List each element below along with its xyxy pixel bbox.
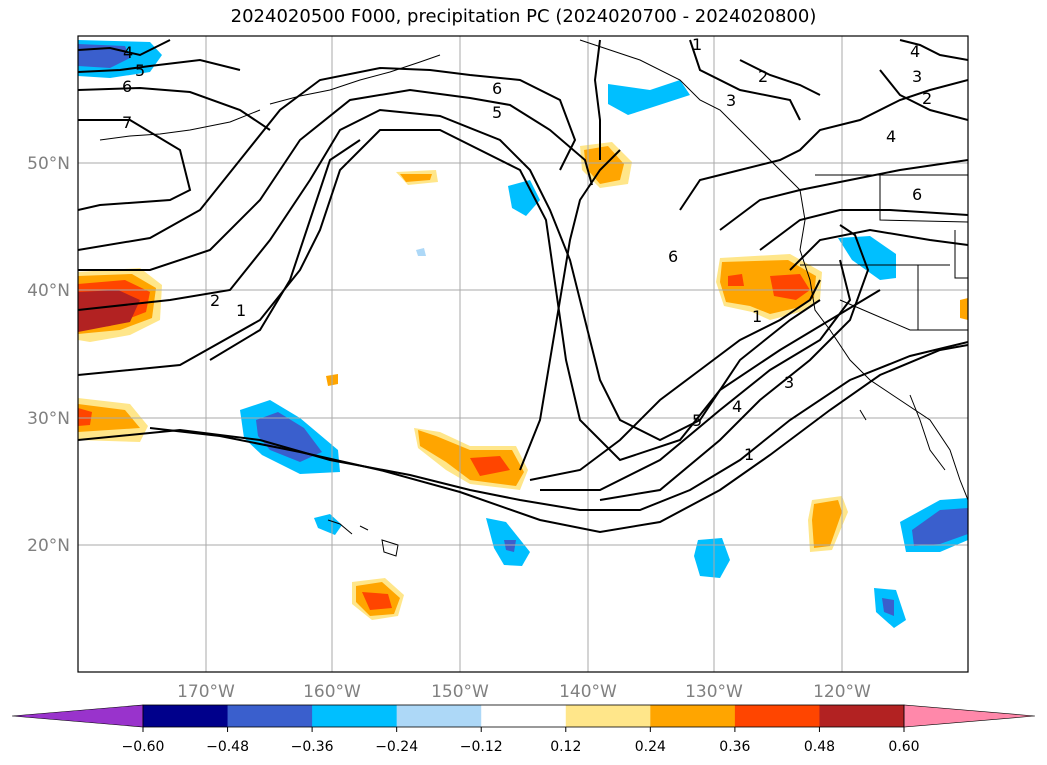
colorbar-tick-label: 0.36 — [719, 739, 750, 755]
colorbar-segment — [650, 705, 736, 727]
contour-label: 4 — [886, 127, 896, 146]
colorbar-segment — [227, 705, 313, 727]
colorbar-tick-label: −0.36 — [291, 739, 334, 755]
colorbar-segment — [143, 705, 229, 727]
lon-label: 160°W — [303, 682, 361, 702]
contour-label: 4 — [123, 43, 133, 62]
contour-label: 5 — [692, 411, 702, 430]
colorbar-segment — [819, 705, 905, 727]
colorbar-tick-label: 0.60 — [888, 739, 919, 755]
contours — [78, 39, 968, 534]
contour-label: 2 — [922, 89, 932, 108]
contour-label: 2 — [210, 291, 220, 310]
lon-label: 120°W — [813, 682, 871, 702]
contour-label: 6 — [122, 77, 132, 96]
contour-label: 1 — [692, 35, 702, 54]
longitude-labels: 170°W 160°W 150°W 140°W 130°W 120°W — [177, 682, 871, 702]
contour-label: 3 — [784, 373, 794, 392]
colorbar-tick-label: 0.24 — [635, 739, 666, 755]
colorbar: −0.60 −0.48 −0.36 −0.24 −0.12 0.12 0.24 0.36 0.4… — [11, 704, 1036, 755]
contour-label: 6 — [912, 185, 922, 204]
colorbar-frame — [142, 704, 905, 728]
lat-label: 40°N — [27, 281, 70, 301]
colorbar-segment — [312, 705, 398, 727]
lon-label: 150°W — [431, 682, 489, 702]
lon-label: 130°W — [685, 682, 743, 702]
contour-label: 1 — [752, 307, 762, 326]
coastlines — [99, 39, 968, 557]
contour-label: 5 — [135, 61, 145, 80]
contour-label: 4 — [732, 397, 742, 416]
colorbar-segment — [396, 705, 482, 727]
gridlines — [78, 36, 968, 672]
lon-label: 140°W — [559, 682, 617, 702]
precipitation-shading — [78, 40, 968, 628]
colorbar-tick-label: 0.12 — [550, 739, 581, 755]
contour-label: 1 — [236, 301, 246, 320]
colorbar-tick-label: 0.48 — [804, 739, 835, 755]
contour-labels: 4 5 6 7 6 5 1 2 3 2 3 4 6 4 6 2 1 5 4 3 … — [122, 35, 932, 464]
plot-frame — [77, 35, 969, 673]
colorbar-tick-label: −0.24 — [375, 739, 418, 755]
contour-label: 4 — [910, 42, 920, 61]
lat-label: 20°N — [27, 536, 70, 556]
colorbar-segment — [565, 705, 651, 727]
contour-label: 1 — [744, 445, 754, 464]
contour-label: 6 — [668, 247, 678, 266]
colorbar-segment — [734, 705, 820, 727]
colorbar-extend-high — [903, 704, 1036, 728]
contour-label: 7 — [122, 113, 132, 132]
colorbar-tick-label: −0.48 — [206, 739, 249, 755]
lon-label: 170°W — [177, 682, 235, 702]
lat-label: 50°N — [27, 154, 70, 174]
contour-label: 3 — [726, 91, 736, 110]
lat-label: 30°N — [27, 409, 70, 429]
contour-label: 5 — [492, 103, 502, 122]
latitude-labels: 50°N 40°N 30°N 20°N — [27, 154, 70, 556]
colorbar-tick-label: −0.12 — [460, 739, 503, 755]
colorbar-segment — [481, 705, 567, 727]
contour-label: 2 — [758, 67, 768, 86]
contour-label: 3 — [912, 67, 922, 86]
map-title: 2024020500 F000, precipitation PC (20240… — [230, 6, 817, 27]
contour-label: 6 — [492, 79, 502, 98]
colorbar-extend-low — [11, 704, 144, 728]
colorbar-tick-label: −0.60 — [122, 739, 165, 755]
